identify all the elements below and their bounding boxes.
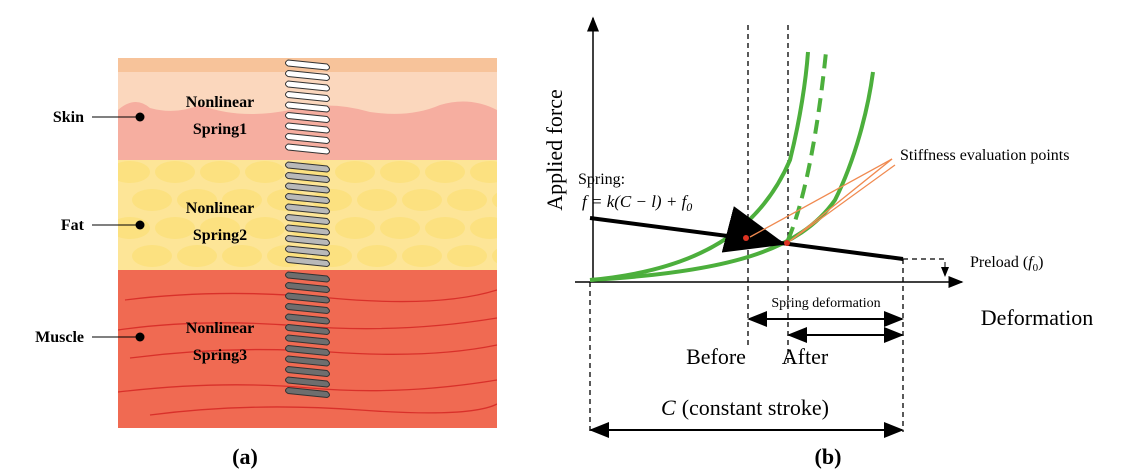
caption-a: (a) xyxy=(232,444,258,469)
fat-cell xyxy=(425,161,465,183)
fat-cell xyxy=(245,217,285,239)
spring-label: Spring2 xyxy=(193,227,247,244)
fat-cell xyxy=(155,161,195,183)
layer-label: Muscle xyxy=(35,329,84,346)
fat-cell xyxy=(110,161,150,183)
leader-dot xyxy=(136,221,145,230)
x-axis-label: Deformation xyxy=(981,305,1093,330)
fat-cell xyxy=(357,245,397,267)
annotation: Stiffness evaluation points xyxy=(900,147,1069,164)
fat-cell xyxy=(357,189,397,211)
fat-cell xyxy=(335,161,375,183)
fat-cell xyxy=(335,217,375,239)
layer-label: Fat xyxy=(61,217,85,234)
figure: Skin Nonlinear Spring1 Fat Nonlinear Spring2 M… xyxy=(0,0,1130,474)
spring-label: Spring: xyxy=(578,171,625,188)
fat-cell xyxy=(200,161,240,183)
y-axis-label: Applied force xyxy=(542,89,567,211)
leader-dot xyxy=(136,113,145,122)
fat-cell xyxy=(380,217,420,239)
fat-cell xyxy=(492,189,532,211)
stroke-label: C(constant stroke) xyxy=(661,395,829,420)
leader-dot xyxy=(136,333,145,342)
caption-b: (b) xyxy=(815,444,842,469)
fat-cell xyxy=(380,161,420,183)
fat-cell xyxy=(110,217,150,239)
fat-cell xyxy=(177,245,217,267)
spring-label: Nonlinear xyxy=(186,320,254,337)
layer-label: Skin xyxy=(53,109,84,126)
before: Before xyxy=(686,344,746,369)
fat-cell xyxy=(447,189,487,211)
fat-cell xyxy=(245,161,285,183)
spring-deformation: Spring deformation xyxy=(771,296,880,311)
fat-cell xyxy=(425,217,465,239)
fat-cell xyxy=(132,189,172,211)
fat-cell xyxy=(155,217,195,239)
fat-cell xyxy=(492,245,532,267)
spring-label: Spring3 xyxy=(193,347,247,364)
spring-label: Nonlinear xyxy=(186,94,254,111)
fat-cell xyxy=(470,161,510,183)
fat-cell xyxy=(402,245,442,267)
fat-cell xyxy=(470,217,510,239)
fat-cell xyxy=(402,189,442,211)
spring-label: Spring1 xyxy=(193,121,247,138)
spring-label: Nonlinear xyxy=(186,200,254,217)
panel-b xyxy=(575,18,962,432)
fat-cell xyxy=(222,245,262,267)
fat-cell xyxy=(132,245,172,267)
after: After xyxy=(782,344,829,369)
fat-cell xyxy=(447,245,487,267)
spring-formula: f = k(C − l) + f0 xyxy=(582,192,692,214)
preload: Preload (f0) xyxy=(970,254,1043,274)
